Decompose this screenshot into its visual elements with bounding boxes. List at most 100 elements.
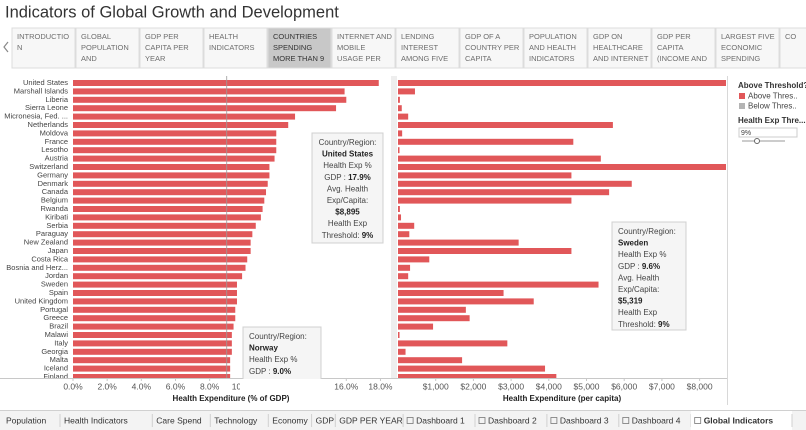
bar bbox=[398, 105, 402, 112]
tooltip-label: Avg. Health bbox=[618, 274, 659, 283]
sheet-tab[interactable]: Dashboard 4 bbox=[632, 415, 681, 425]
tooltip-line: Threshold: 9% bbox=[322, 231, 374, 240]
parameter-value[interactable]: 9% bbox=[741, 130, 751, 137]
legend-swatch[interactable] bbox=[739, 93, 745, 99]
story-point-label: LARGEST FIVE bbox=[721, 32, 775, 41]
tooltip-label: GDP : bbox=[618, 262, 642, 271]
tooltip-value: $5,319 bbox=[618, 297, 643, 306]
category-label: Georgia bbox=[41, 347, 69, 356]
legend-label[interactable]: Below Thres.. bbox=[748, 102, 797, 111]
sheet-tab[interactable]: GDP PER YEAR bbox=[339, 415, 402, 425]
bar bbox=[398, 222, 415, 229]
story-point[interactable] bbox=[11, 27, 76, 69]
sheet-tab[interactable]: Care Spend bbox=[156, 415, 202, 425]
bar bbox=[73, 206, 263, 212]
x-tick-label: $5,000 bbox=[574, 381, 600, 391]
x-tick-label: 4.0% bbox=[132, 381, 152, 391]
sheet-tab[interactable]: Dashboard 3 bbox=[560, 415, 609, 425]
category-label: Costa Rica bbox=[31, 254, 69, 263]
sheet-tab[interactable]: Economy bbox=[272, 415, 308, 425]
bar bbox=[73, 306, 236, 313]
sheet-tab[interactable]: Population bbox=[6, 415, 46, 425]
bar bbox=[73, 113, 296, 120]
story-point[interactable] bbox=[715, 27, 780, 69]
category-label: United States bbox=[23, 78, 68, 87]
sheet-tab[interactable]: Technology bbox=[214, 415, 258, 425]
bar bbox=[398, 239, 519, 246]
tooltip-line: United States bbox=[322, 150, 374, 159]
tooltips: Country/Region: United States Health Exp %… bbox=[240, 132, 687, 391]
tooltip-line: Health Exp % bbox=[618, 250, 666, 259]
story-points: INTRODUCTIO N GLOBAL POPULATION AND GDP PER CA… bbox=[11, 27, 806, 69]
category-label: Switzerland bbox=[29, 162, 68, 171]
x-tick-label: $7,000 bbox=[649, 381, 675, 391]
story-point[interactable] bbox=[267, 27, 332, 69]
bar bbox=[398, 130, 403, 137]
bar bbox=[73, 365, 231, 372]
legend: Above Threshold? Above Thres..Below Thres… bbox=[738, 81, 806, 144]
tooltip-label: Threshold: bbox=[618, 320, 658, 329]
category-label: Malta bbox=[50, 355, 69, 364]
bar bbox=[73, 155, 275, 162]
x-tick-label: 18.0% bbox=[368, 381, 393, 391]
category-label: United Kingdom bbox=[15, 296, 68, 305]
story-point-label: ECONOMIC bbox=[721, 43, 763, 52]
story-point[interactable] bbox=[587, 27, 652, 69]
tooltip-line: Health Exp bbox=[618, 308, 658, 317]
legend-label[interactable]: Above Thres.. bbox=[748, 92, 798, 101]
tooltip-value: Norway bbox=[249, 344, 278, 353]
story-point-label: INTERNET AND bbox=[337, 32, 392, 41]
prev-arrow[interactable] bbox=[3, 41, 9, 53]
story-point[interactable] bbox=[203, 27, 268, 69]
legend-swatch[interactable] bbox=[739, 103, 745, 109]
story-point[interactable] bbox=[395, 27, 460, 69]
x-tick-label: $3,000 bbox=[498, 381, 524, 391]
story-point-label: SPENDING bbox=[721, 54, 760, 63]
tooltip-line: Exp/Capita: bbox=[618, 285, 659, 294]
tooltip-value: 9% bbox=[658, 320, 670, 329]
sheet-tab[interactable]: Global Indicators bbox=[704, 415, 774, 425]
bar bbox=[73, 88, 345, 95]
tooltip-label: Health Exp % bbox=[323, 161, 371, 170]
bar bbox=[398, 332, 400, 338]
story-point[interactable] bbox=[651, 27, 716, 69]
bar bbox=[73, 239, 251, 246]
story-point[interactable] bbox=[75, 27, 140, 69]
pane-divider bbox=[391, 76, 397, 379]
bar bbox=[398, 189, 610, 196]
category-label: Paraguay bbox=[36, 229, 68, 238]
story-point[interactable] bbox=[331, 27, 396, 69]
bar bbox=[73, 281, 237, 288]
bar bbox=[73, 273, 243, 280]
story-point[interactable] bbox=[459, 27, 524, 69]
bar bbox=[73, 164, 270, 170]
category-label: Italy bbox=[54, 338, 68, 347]
sheet-tab[interactable]: Health Indicators bbox=[64, 415, 128, 425]
story-point[interactable] bbox=[779, 27, 806, 69]
parameter-input[interactable] bbox=[738, 127, 798, 138]
dashboard-icon bbox=[550, 417, 558, 424]
bar bbox=[73, 138, 277, 145]
tooltip-line: Health Exp bbox=[328, 219, 368, 228]
sheet-tab[interactable]: Dashboard 2 bbox=[488, 415, 537, 425]
tooltip-label: Avg. Health bbox=[327, 185, 368, 194]
story-point-label: USAGE PER bbox=[337, 54, 381, 63]
tooltip-line: GDP : 9.6% bbox=[618, 262, 660, 271]
bar bbox=[73, 80, 379, 86]
bar bbox=[73, 122, 289, 128]
story-point[interactable] bbox=[139, 27, 204, 69]
bar bbox=[398, 315, 470, 322]
sheet-tab[interactable]: GDP bbox=[316, 415, 335, 425]
story-point-label: (INCOME AND bbox=[657, 54, 708, 63]
category-label: Sweden bbox=[41, 280, 68, 289]
story-point-label: CAPITA bbox=[657, 43, 684, 52]
sheet-tab[interactable]: Dashboard 1 bbox=[416, 415, 465, 425]
bar bbox=[398, 147, 400, 154]
category-label: Bosnia and Herz... bbox=[6, 263, 68, 272]
bar bbox=[73, 323, 234, 330]
story-point[interactable] bbox=[523, 27, 588, 69]
bar bbox=[73, 197, 265, 204]
story-point-label: POPULATION bbox=[81, 43, 129, 52]
parameter-handle[interactable] bbox=[754, 138, 760, 144]
